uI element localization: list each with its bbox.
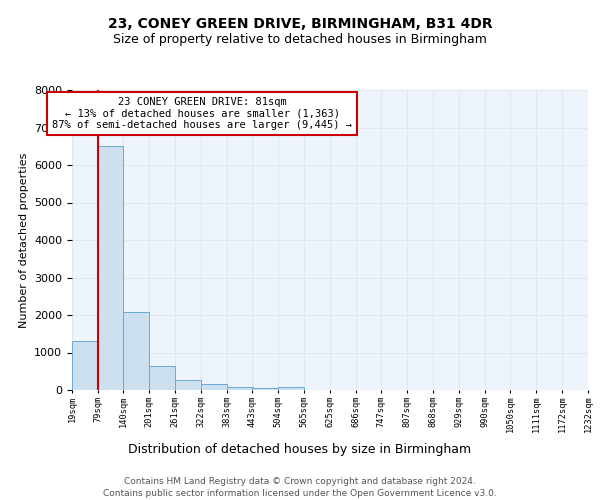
Bar [278, 388, 304, 390]
Text: 23 CONEY GREEN DRIVE: 81sqm
← 13% of detached houses are smaller (1,363)
87% of : 23 CONEY GREEN DRIVE: 81sqm ← 13% of det… [52, 97, 352, 130]
Bar [201, 384, 227, 390]
Text: Contains HM Land Registry data © Crown copyright and database right 2024.: Contains HM Land Registry data © Crown c… [124, 478, 476, 486]
Bar [124, 312, 149, 390]
Text: Contains public sector information licensed under the Open Government Licence v3: Contains public sector information licen… [103, 489, 497, 498]
Bar [149, 366, 175, 390]
Text: Size of property relative to detached houses in Birmingham: Size of property relative to detached ho… [113, 32, 487, 46]
Text: 23, CONEY GREEN DRIVE, BIRMINGHAM, B31 4DR: 23, CONEY GREEN DRIVE, BIRMINGHAM, B31 4… [107, 18, 493, 32]
Bar [98, 146, 124, 390]
Bar [252, 388, 278, 390]
Y-axis label: Number of detached properties: Number of detached properties [19, 152, 29, 328]
Bar [175, 380, 201, 390]
Text: Distribution of detached houses by size in Birmingham: Distribution of detached houses by size … [128, 442, 472, 456]
Bar [72, 341, 98, 390]
Bar [227, 386, 253, 390]
